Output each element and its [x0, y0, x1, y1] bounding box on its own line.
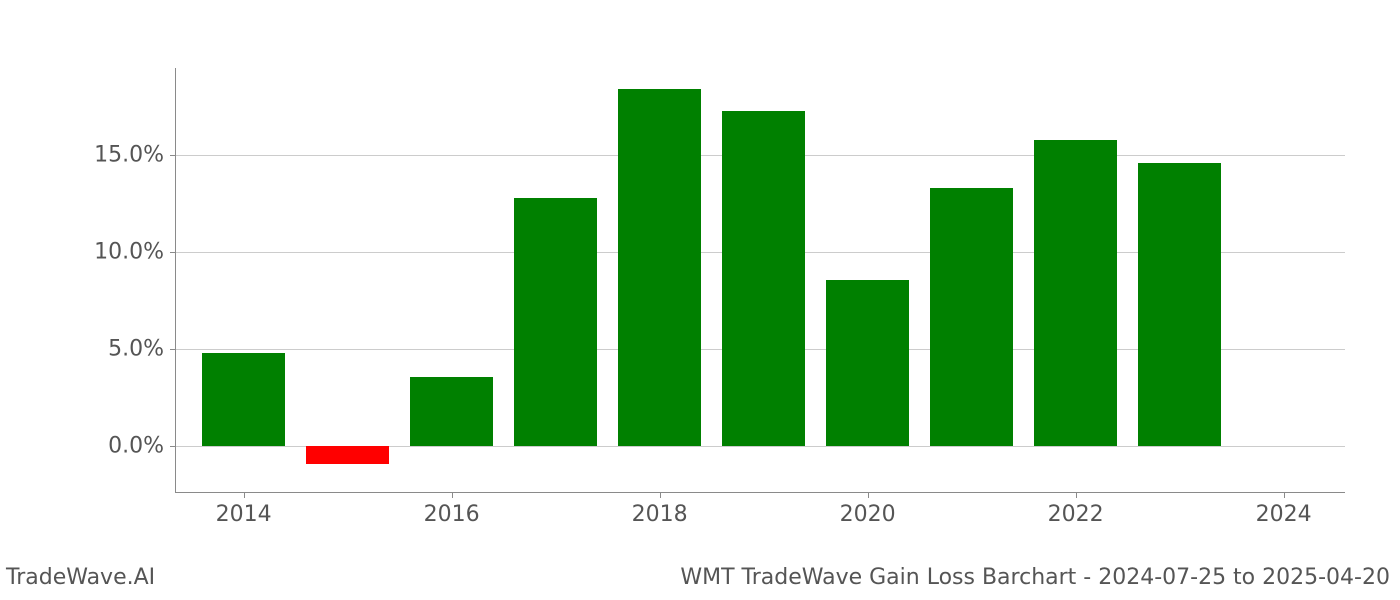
x-tick-label: 2024: [1256, 492, 1312, 527]
x-tick-label: 2022: [1048, 492, 1104, 527]
bar-2022: [1034, 140, 1117, 447]
gain-loss-barchart: 0.0%5.0%10.0%15.0%2014201620182020202220…: [175, 68, 1345, 493]
bar-2015: [306, 446, 389, 463]
x-tick-label: 2014: [216, 492, 272, 527]
y-tick-label: 15.0%: [94, 143, 176, 168]
x-tick-label: 2020: [840, 492, 896, 527]
bar-2018: [618, 89, 701, 446]
y-tick-label: 10.0%: [94, 240, 176, 265]
bar-2017: [514, 198, 597, 446]
bar-2021: [930, 188, 1013, 446]
y-tick-label: 5.0%: [108, 337, 176, 362]
y-tick-label: 0.0%: [108, 434, 176, 459]
bar-2014: [202, 353, 285, 446]
plot-area: 0.0%5.0%10.0%15.0%2014201620182020202220…: [175, 68, 1345, 493]
bar-2016: [410, 377, 493, 447]
x-tick-label: 2018: [632, 492, 688, 527]
footer-right-text: WMT TradeWave Gain Loss Barchart - 2024-…: [680, 565, 1390, 590]
x-tick-label: 2016: [424, 492, 480, 527]
bar-2019: [722, 111, 805, 447]
bar-2023: [1138, 163, 1221, 446]
bar-2020: [826, 280, 909, 447]
footer-left-text: TradeWave.AI: [6, 565, 155, 590]
